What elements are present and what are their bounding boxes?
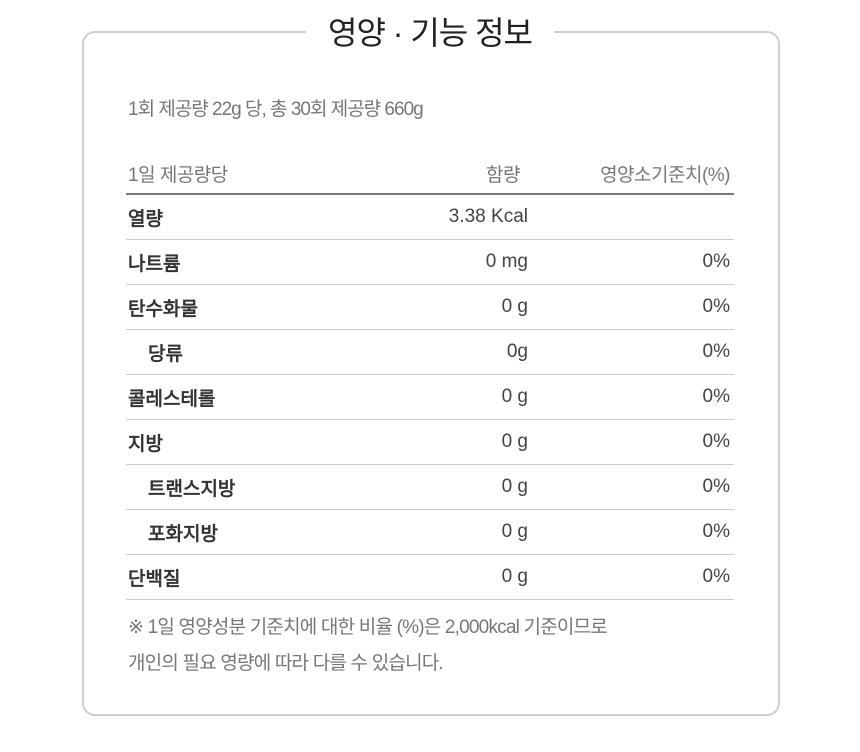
nutrient-amount: 0 g [338,509,528,555]
footnote-line-1: ※ 1일 영양성분 기준치에 대한 비율 (%)은 2,000kcal 기준이므… [128,617,608,638]
table-row: 단백질 0 g 0% [126,554,734,600]
nutrient-percent: 0% [528,374,734,420]
nutrient-percent: 0% [528,239,734,285]
nutrient-percent [528,194,734,240]
table-row: 지방 0 g 0% [126,419,734,465]
nutrient-amount: 3.38 Kcal [338,194,528,240]
nutrient-label: 나트륨 [126,239,338,285]
nutrient-amount: 0 g [338,554,528,600]
nutrient-percent: 0% [528,509,734,555]
nutrient-amount: 0 g [338,374,528,420]
table-row: 트랜스지방 0 g 0% [126,464,734,510]
table-row: 콜레스테롤 0 g 0% [126,374,734,420]
nutrient-label: 포화지방 [126,509,338,555]
nutrition-table: 1일 제공량당 함량 영양소기준치(%) 열량 3.38 Kcal 나트륨 0 … [126,160,734,600]
nutrient-percent: 0% [528,284,734,330]
header-item: 1일 제공량당 [126,160,338,195]
table-row: 탄수화물 0 g 0% [126,284,734,330]
panel-title-wrap: 영양 · 기능 정보 [0,8,860,54]
table-row: 나트륨 0 mg 0% [126,239,734,285]
panel-title: 영양 · 기능 정보 [306,15,554,51]
nutrient-percent: 0% [528,329,734,375]
table-header: 1일 제공량당 함량 영양소기준치(%) [126,160,734,195]
serving-info: 1회 제공량 22g 당, 총 30회 제공량 660g [128,99,424,120]
nutrient-label: 콜레스테롤 [126,374,338,420]
nutrient-percent: 0% [528,419,734,465]
nutrient-amount: 0 g [338,419,528,465]
table-row: 열량 3.38 Kcal [126,194,734,240]
nutrient-amount: 0 mg [338,239,528,285]
nutrient-amount: 0 g [338,464,528,510]
nutrient-label: 당류 [126,329,338,375]
nutrient-label: 열량 [126,194,338,240]
footnote: ※ 1일 영양성분 기준치에 대한 비율 (%)은 2,000kcal 기준이므… [128,610,608,682]
nutrient-amount: 0 g [338,284,528,330]
header-percent: 영양소기준치(%) [528,160,734,195]
nutrient-percent: 0% [528,554,734,600]
nutrient-label: 지방 [126,419,338,465]
footnote-line-2: 개인의 필요 영량에 따라 다를 수 있습니다. [128,653,444,674]
nutrient-amount: 0g [338,329,528,375]
header-amount: 함량 [338,160,528,195]
nutrient-label: 단백질 [126,554,338,600]
nutrient-label: 트랜스지방 [126,464,338,510]
table-row: 포화지방 0 g 0% [126,509,734,555]
table-row: 당류 0g 0% [126,329,734,375]
nutrient-label: 탄수화물 [126,284,338,330]
nutrient-percent: 0% [528,464,734,510]
